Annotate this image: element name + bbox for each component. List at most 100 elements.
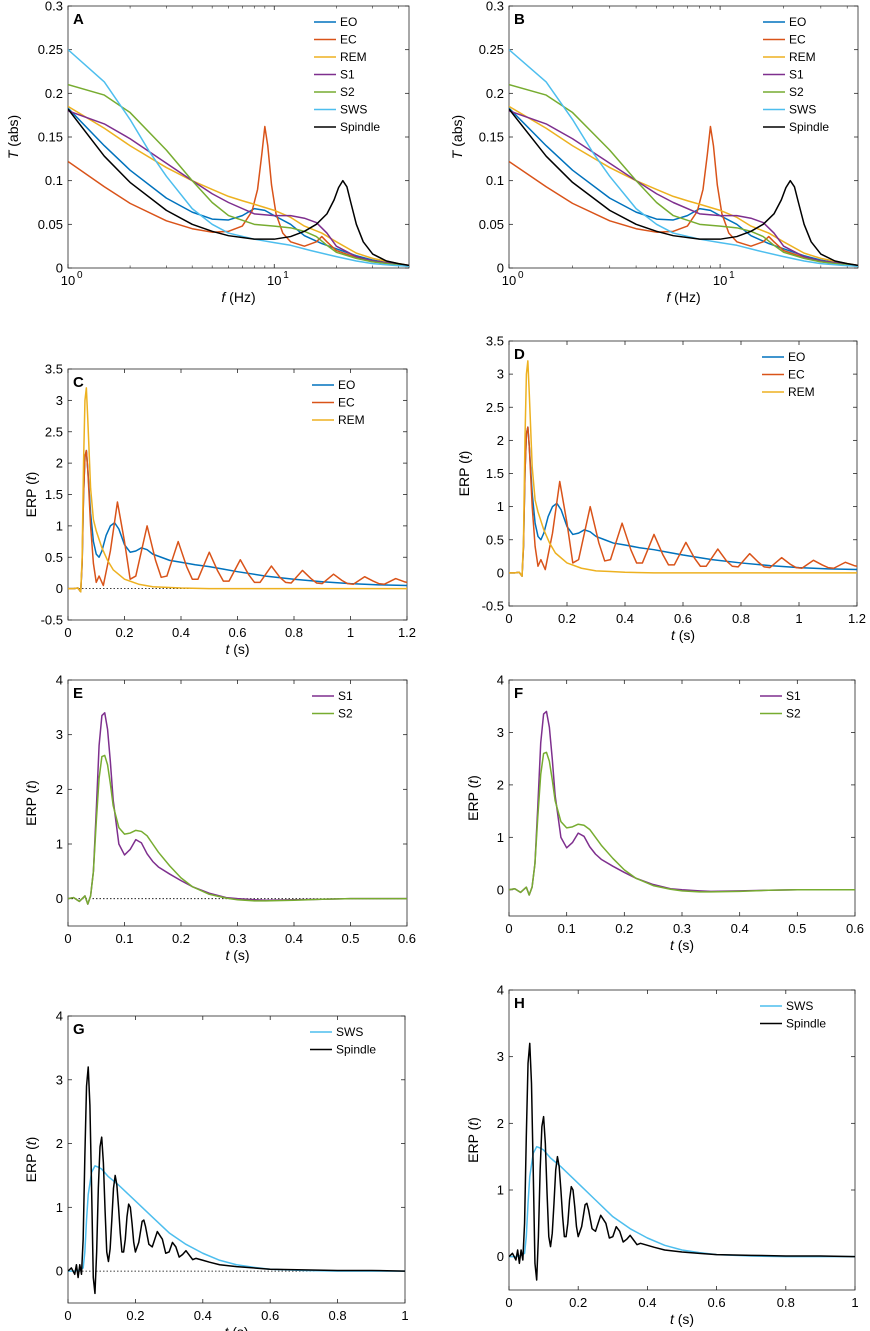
x-tick-label: 0.4 (731, 921, 749, 936)
y-tick-label: 1 (56, 837, 63, 852)
y-tick-label: 4 (56, 1009, 63, 1024)
x-axis-unit: (s) (232, 1324, 248, 1331)
legend-label-sws: SWS (336, 1025, 363, 1039)
x-tick-label: 0.6 (846, 921, 864, 936)
panel-g: 0 0.2 0.4 0.6 0.8 1 0 1 2 3 4 t (s) ERP (t) SWS Spindl… (23, 1009, 409, 1331)
legend-label-eo: EO (338, 378, 355, 392)
x-tick-label: 0.8 (329, 1308, 347, 1323)
y-tick-label: 0.05 (38, 217, 63, 232)
x-tick-label: 1.2 (848, 611, 866, 626)
x-tick-label: 0.4 (172, 625, 190, 640)
x-tick-label: 1.2 (398, 625, 416, 640)
y-axis-variable: t (23, 784, 39, 789)
legend-label-spindle: Spindle (789, 120, 829, 134)
panel-letter: F (514, 685, 523, 702)
y-tick-label: 0 (497, 565, 504, 580)
y-tick-label: 3 (497, 725, 504, 740)
y-axis-variable: t (23, 475, 39, 480)
series-line-sws (509, 1145, 855, 1258)
y-tick-label: 2 (497, 1116, 504, 1131)
x-tick-label: 0.4 (638, 1295, 656, 1310)
series-line-rem (509, 360, 857, 577)
x-axis-unit: (s) (678, 1311, 694, 1327)
y-axis-variable: T (449, 149, 465, 159)
plot-frame (67, 679, 408, 927)
x-axis-label: t (s) (671, 627, 695, 643)
panel-a: 10 0 10 100.050.10.150.20.250.3f (Hz)T (abs… (5, 0, 410, 305)
panel-b: 10 0 10 100.050.10.150.20.250.3f (Hz)T (abs… (449, 0, 859, 305)
series-line-spindle (68, 108, 409, 267)
x-tick-label: 10 (61, 273, 75, 288)
x-axis-variable: t (670, 1311, 675, 1327)
y-axis-label: ERP (t) (465, 775, 481, 821)
x-tick-label: 10 (267, 273, 281, 288)
x-tick-label: 0.2 (569, 1295, 587, 1310)
legend-label-eo: EO (788, 350, 805, 364)
y-tick-label: 0 (56, 261, 63, 276)
y-tick-label: 3 (56, 727, 63, 742)
series-line-ec (68, 449, 407, 593)
legend-label-ec: EC (788, 368, 805, 382)
y-tick-label: 4 (497, 673, 504, 688)
x-tick-exponent: 1 (729, 270, 735, 281)
panel-h: 0 0.2 0.4 0.6 0.8 1 0 1 2 3 4 t (s) ERP (t) SWS Spindl… (465, 983, 859, 1328)
y-axis-variable: t (456, 454, 472, 459)
legend-label-sws: SWS (340, 103, 367, 117)
x-tick-label: 10 (713, 273, 727, 288)
x-tick-label: 0 (64, 931, 71, 946)
x-tick-exponent: 0 (518, 270, 524, 281)
x-tick-label: 0.2 (558, 611, 576, 626)
series-line-eo (509, 426, 857, 577)
x-axis-label: t (s) (670, 937, 694, 953)
x-tick-label: 0.3 (228, 931, 246, 946)
legend-label-s1: S1 (786, 689, 801, 703)
y-tick-label: 0 (56, 891, 63, 906)
series-line-spindle (68, 1066, 405, 1295)
x-tick-label: 0.2 (126, 1308, 144, 1323)
x-axis-variable: t (671, 627, 676, 643)
y-axis-variable: t (465, 1121, 481, 1126)
series-line-ec (68, 125, 409, 267)
series-line-eo (509, 107, 858, 267)
x-tick-label: 1 (851, 1295, 858, 1310)
series-group (68, 1066, 405, 1295)
series-line-rem (509, 105, 858, 267)
x-axis-label: f (Hz) (666, 289, 700, 305)
series-line-s1 (68, 712, 407, 905)
panel-letter: B (514, 11, 525, 28)
x-tick-label: 0.6 (228, 625, 246, 640)
y-axis-label: ERP (t) (23, 472, 39, 518)
y-tick-label: 0.2 (486, 86, 504, 101)
x-axis-unit: (s) (233, 641, 249, 657)
x-tick-label: 0.2 (115, 625, 133, 640)
series-line-spindle (509, 108, 858, 267)
y-tick-label: -0.5 (41, 613, 63, 628)
x-axis-variable: f (221, 289, 227, 305)
y-tick-label: 0.3 (45, 0, 63, 14)
y-tick-label: 2 (56, 782, 63, 797)
y-tick-label: 3 (56, 1072, 63, 1087)
y-axis-prefix: ERP (23, 797, 39, 826)
x-axis-unit: (Hz) (229, 289, 255, 305)
x-tick-label: 0 (505, 1295, 512, 1310)
series-line-rem (68, 387, 407, 593)
y-tick-label: 0.2 (45, 86, 63, 101)
y-axis-label: T (abs) (5, 115, 21, 159)
y-tick-label: 2.5 (45, 424, 63, 439)
x-tick-label: 0.8 (777, 1295, 795, 1310)
y-tick-label: 1 (56, 1200, 63, 1215)
y-axis-variable: T (5, 149, 21, 159)
legend-label-s1: S1 (338, 689, 353, 703)
y-tick-label: 0 (56, 581, 63, 596)
series-line-s2 (509, 751, 855, 896)
y-tick-label: 1 (497, 499, 504, 514)
x-tick-exponent: 1 (283, 270, 289, 281)
x-tick-label: 0.2 (172, 931, 190, 946)
y-tick-label: 0.5 (45, 550, 63, 565)
y-axis-label: ERP (t) (465, 1117, 481, 1163)
series-line-spindle (509, 1042, 855, 1281)
legend-label-s2: S2 (340, 85, 355, 99)
legend-label-rem: REM (340, 50, 367, 64)
x-tick-label: 0 (505, 611, 512, 626)
y-axis-prefix: ERP (23, 489, 39, 518)
